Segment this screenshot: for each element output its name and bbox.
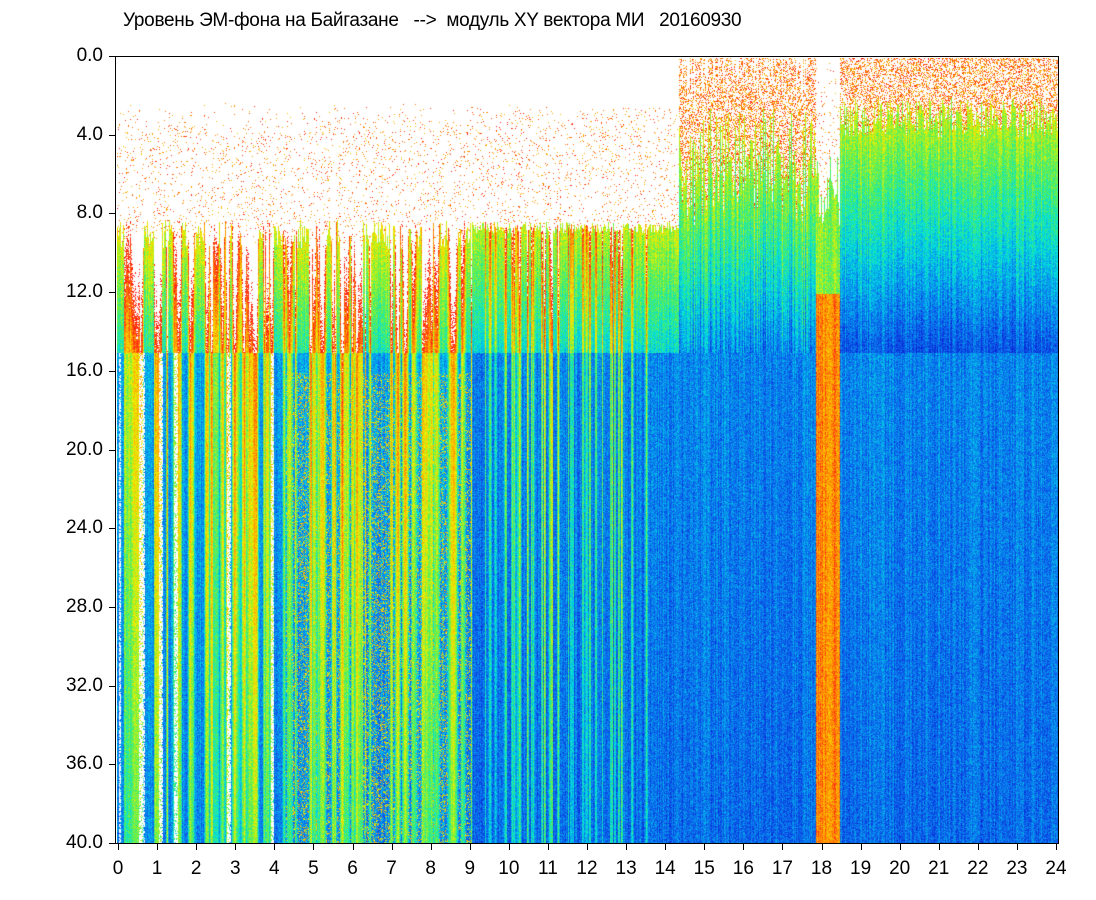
x-tick-mark xyxy=(157,844,158,850)
x-tick-label: 20 xyxy=(889,858,911,879)
x-tick-mark xyxy=(900,844,901,850)
x-tick-label: 24 xyxy=(1045,858,1067,879)
y-tick-mark xyxy=(109,686,115,687)
x-tick-mark xyxy=(118,844,119,850)
plot-area xyxy=(115,56,1059,844)
x-tick-mark xyxy=(548,844,549,850)
x-tick-mark xyxy=(509,844,510,850)
y-tick-label: 0.0 xyxy=(76,45,103,66)
y-tick-label: 4.0 xyxy=(76,123,103,145)
x-tick-mark xyxy=(665,844,666,850)
y-tick-mark xyxy=(109,764,115,765)
y-tick-mark xyxy=(109,607,115,608)
y-tick-mark xyxy=(109,135,115,136)
x-tick-label: 22 xyxy=(967,858,989,879)
y-tick-mark xyxy=(109,371,115,372)
x-tick-label: 16 xyxy=(732,858,754,879)
x-tick-label: 9 xyxy=(464,858,476,879)
x-tick-label: 12 xyxy=(576,858,598,879)
x-tick-mark xyxy=(235,844,236,850)
y-tick-mark xyxy=(109,843,115,844)
y-tick-mark xyxy=(109,450,115,451)
x-tick-mark xyxy=(1056,844,1057,850)
x-tick-mark xyxy=(353,844,354,850)
x-tick-label: 13 xyxy=(615,858,637,879)
x-tick-mark xyxy=(470,844,471,850)
x-tick-label: 7 xyxy=(386,858,397,879)
x-tick-label: 1 xyxy=(151,858,163,879)
x-tick-label: 5 xyxy=(308,858,319,879)
x-tick-label: 8 xyxy=(425,858,436,879)
y-tick-mark xyxy=(109,528,115,529)
x-tick-label: 18 xyxy=(810,858,833,879)
x-tick-label: 2 xyxy=(190,858,202,879)
spectrogram-heatmap xyxy=(117,58,1058,843)
x-tick-mark xyxy=(1017,844,1018,850)
x-tick-label: 17 xyxy=(771,858,793,879)
y-tick-label: 20.0 xyxy=(66,438,103,460)
x-tick-mark xyxy=(704,844,705,850)
y-tick-label: 16.0 xyxy=(66,359,103,381)
y-tick-label: 28.0 xyxy=(66,595,103,617)
x-tick-label: 19 xyxy=(850,858,872,879)
x-tick-label: 3 xyxy=(229,858,241,879)
x-tick-label: 10 xyxy=(498,858,520,879)
y-tick-mark xyxy=(109,213,115,214)
x-tick-mark xyxy=(782,844,783,850)
x-tick-mark xyxy=(822,844,823,850)
y-tick-label: 32.0 xyxy=(66,674,103,696)
x-tick-mark xyxy=(313,844,314,850)
x-tick-label: 15 xyxy=(693,858,715,879)
y-tick-label: 36.0 xyxy=(66,753,103,775)
x-tick-label: 14 xyxy=(654,858,676,879)
y-tick-label: 8.0 xyxy=(76,202,103,224)
x-tick-label: 21 xyxy=(928,858,950,879)
y-tick-label: 40.0 xyxy=(66,832,103,853)
y-tick-label: 12.0 xyxy=(66,281,103,303)
x-tick-mark xyxy=(587,844,588,850)
x-tick-label: 6 xyxy=(347,858,358,879)
x-tick-label: 23 xyxy=(1006,858,1028,879)
y-tick-label: 24.0 xyxy=(66,517,103,539)
x-tick-mark xyxy=(861,844,862,850)
x-tick-mark xyxy=(196,844,197,850)
x-tick-label: 4 xyxy=(269,858,280,879)
x-tick-mark xyxy=(939,844,940,850)
x-tick-mark xyxy=(274,844,275,850)
x-tick-mark xyxy=(743,844,744,850)
x-tick-mark xyxy=(626,844,627,850)
x-tick-label: 11 xyxy=(538,858,558,879)
x-tick-label: 0 xyxy=(112,858,124,879)
y-tick-mark xyxy=(109,56,115,57)
x-tick-mark xyxy=(978,844,979,850)
y-tick-mark xyxy=(109,292,115,293)
x-tick-mark xyxy=(431,844,432,850)
x-tick-mark xyxy=(392,844,393,850)
chart-title: Уровень ЭМ-фона на Байгазане --> модуль … xyxy=(123,10,742,31)
